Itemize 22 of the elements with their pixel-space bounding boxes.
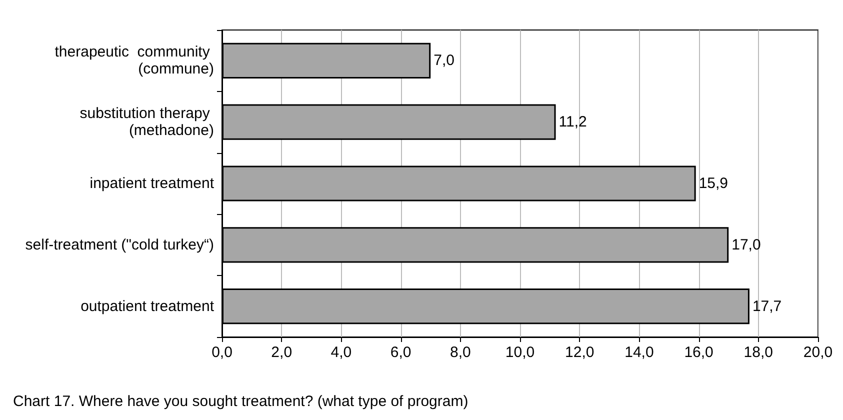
y-tick-label: outpatient treatment [80,298,215,315]
data-label: 17,7 [752,298,782,315]
y-tick-label: inpatient treatment [90,175,215,192]
x-tick-label: 18,0 [744,344,773,361]
y-tick-label: self-treatment ("cold turkey“) [25,236,214,254]
x-tick-label: 8,0 [450,344,471,361]
y-tick-label: substitution therapy (methadone) [80,105,214,140]
x-tick-label: 6,0 [390,344,412,361]
data-label: 11,2 [558,114,587,131]
x-tick-label: 20,0 [803,344,833,361]
x-tick-label: 2,0 [271,344,292,361]
x-tick-label: 0,0 [212,344,232,361]
data-label: 15,9 [698,175,728,192]
x-tick-label: 16,0 [684,344,714,361]
x-tick-label: 4,0 [330,344,352,361]
y-tick-label: therapeutic community (commune) [54,44,214,78]
x-tick-label: 12,0 [565,344,594,361]
data-label: 7,0 [434,52,454,70]
x-tick-label: 10,0 [505,344,535,361]
text: Chart 17. Where have you sought treatment? (what type of program) [13,393,468,410]
data-label: 17,0 [732,236,761,254]
x-tick-label: 14,0 [624,344,654,361]
